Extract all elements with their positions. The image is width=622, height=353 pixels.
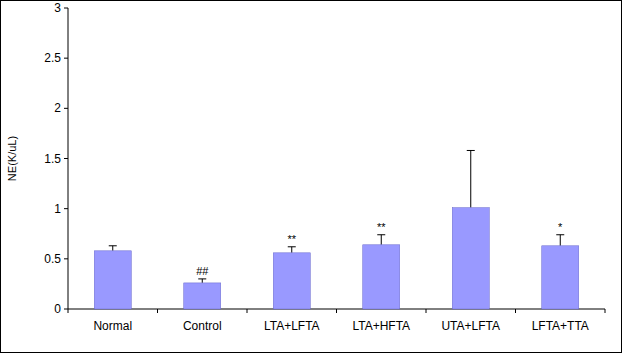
y-tick-label: 1.5: [44, 152, 61, 166]
y-tick-label: 0.5: [44, 252, 61, 266]
error-bar: [377, 235, 385, 245]
y-tick-label: 2: [54, 101, 61, 115]
x-tick: [515, 309, 516, 313]
x-tick: [157, 309, 158, 313]
chart-frame: [1, 1, 622, 353]
significance-mark: **: [287, 233, 296, 245]
error-bar: [288, 247, 296, 253]
bars: [109, 150, 565, 282]
chart-root: 0 0.5 1 1.5 2 2.5 3 NE(K/uL) Normal Control ## LTA+…: [0, 0, 622, 353]
y-axis-label: NE(K/uL): [6, 136, 18, 181]
y-tick-label: 2.5: [44, 51, 61, 65]
y-tick: [64, 208, 68, 209]
x-tick-label: LTA+HFTA: [352, 319, 410, 333]
y-tick: [64, 58, 68, 59]
y-tick: [64, 8, 68, 9]
x-tick: [247, 309, 248, 313]
bar: [542, 246, 579, 309]
x-tick: [426, 309, 427, 313]
y-tick: [64, 258, 68, 259]
y-tick-label: 3: [54, 1, 61, 15]
x-tick-label: LFTA+TTA: [532, 319, 589, 333]
x-tick-label: LTA+LFTA: [264, 319, 320, 333]
bar: [184, 283, 221, 309]
bar: [363, 245, 400, 309]
error-bar: [198, 279, 206, 283]
x-tick: [605, 309, 606, 313]
error-bar: [556, 235, 564, 246]
x-tick-label: Control: [183, 319, 222, 333]
x-tick-label: Normal: [93, 319, 132, 333]
x-tick: [68, 309, 69, 313]
error-bar: [109, 246, 117, 251]
bar: [273, 253, 310, 309]
significance-mark: **: [377, 221, 386, 233]
y-tick: [64, 108, 68, 109]
y-tick-label: 1: [54, 202, 61, 216]
x-tick: [336, 309, 337, 313]
significance-mark: ##: [196, 265, 209, 277]
significance-mark: *: [558, 221, 563, 233]
y-tick: [64, 158, 68, 159]
error-bar: [467, 150, 475, 207]
chart-svg: 0 0.5 1 1.5 2 2.5 3 NE(K/uL) Normal Control ## LTA+…: [0, 0, 622, 353]
x-tick-label: UTA+LFTA: [441, 319, 500, 333]
y-tick-label: 0: [54, 302, 61, 316]
bar: [452, 208, 489, 309]
bar: [94, 251, 131, 309]
y-tick: [64, 309, 68, 310]
